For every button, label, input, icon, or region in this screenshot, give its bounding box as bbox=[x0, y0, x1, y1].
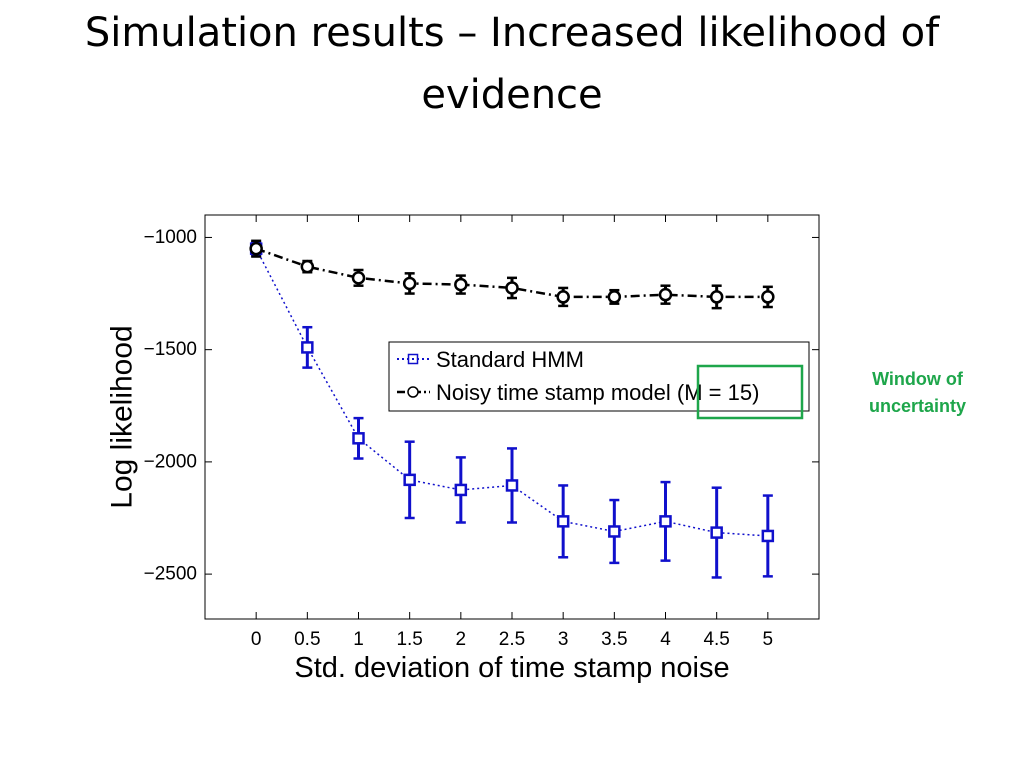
data-point-noisy-model bbox=[505, 276, 519, 300]
y-axis-label: Log likelihood bbox=[106, 325, 139, 508]
square-marker bbox=[710, 526, 723, 539]
circle-marker bbox=[607, 290, 622, 304]
highlight-box bbox=[696, 364, 804, 420]
data-point-noisy-model bbox=[607, 288, 622, 305]
data-point-standard-hmm bbox=[403, 440, 416, 520]
data-point-standard-hmm bbox=[608, 498, 621, 565]
y-tick-label: −2000 bbox=[144, 451, 197, 472]
data-point-standard-hmm bbox=[761, 494, 775, 578]
data-point-noisy-model bbox=[454, 274, 468, 295]
callout-line-2: uncertainty bbox=[868, 396, 967, 416]
y-tick-label: −1500 bbox=[144, 339, 197, 360]
circle-marker bbox=[351, 271, 366, 285]
legend-label-standard-hmm: Standard HMM bbox=[436, 347, 584, 372]
window-of-uncertainty-callout: Window of uncertainty bbox=[845, 366, 990, 420]
square-marker bbox=[761, 529, 775, 543]
data-point-noisy-model bbox=[300, 259, 315, 274]
square-marker bbox=[556, 515, 570, 528]
circle-marker bbox=[658, 287, 673, 302]
circle-marker bbox=[402, 276, 417, 291]
legend-series-name: Noisy time stamp model bbox=[436, 380, 671, 405]
data-point-noisy-model bbox=[249, 239, 263, 258]
square-marker bbox=[301, 341, 314, 354]
x-tick-label: 3.5 bbox=[601, 629, 627, 650]
x-tick-label: 1 bbox=[353, 629, 364, 650]
data-point-noisy-model bbox=[658, 284, 673, 305]
data-point-standard-hmm bbox=[454, 456, 468, 524]
data-point-noisy-model bbox=[556, 286, 570, 308]
circle-marker bbox=[300, 259, 315, 274]
x-tick-label: 4.5 bbox=[703, 629, 729, 650]
x-tick-label: 2.5 bbox=[499, 629, 525, 650]
data-point-standard-hmm bbox=[556, 484, 570, 559]
data-point-standard-hmm bbox=[352, 416, 365, 460]
slide-title-line-2: evidence bbox=[421, 72, 603, 118]
x-tick-label: 1.5 bbox=[396, 629, 422, 650]
circle-marker bbox=[556, 290, 570, 304]
x-tick-label: 4 bbox=[660, 629, 671, 650]
data-point-noisy-model bbox=[709, 284, 724, 310]
axes-layer: −1000 −1500 −2000 −2500 0 0.5 1 1.5 2 2.5 3 3.5 4 4.5… bbox=[144, 215, 819, 650]
x-axis-label: Std. deviation of time stamp noise bbox=[294, 652, 729, 684]
square-marker bbox=[659, 515, 672, 528]
series-line-standard-hmm bbox=[255, 248, 768, 537]
slide-title: Simulation results – Increased likelihoo… bbox=[0, 2, 1024, 126]
square-marker bbox=[608, 525, 621, 538]
slide-title-line-1: Simulation results – Increased likelihoo… bbox=[84, 10, 940, 56]
x-tick-label: 3 bbox=[558, 629, 569, 650]
series-layer bbox=[249, 239, 775, 579]
legend-box bbox=[388, 341, 810, 412]
data-point-noisy-model bbox=[402, 272, 417, 295]
legend-marker-standard-hmm bbox=[407, 353, 419, 365]
square-marker bbox=[505, 479, 519, 492]
x-tick-label: 2 bbox=[456, 629, 467, 650]
circle-marker bbox=[505, 281, 519, 295]
legend-label-noisy-model: Noisy time stamp model (M = 15) bbox=[436, 380, 759, 405]
circle-marker bbox=[709, 290, 724, 304]
x-tick-label: 5 bbox=[763, 629, 774, 650]
circle-marker bbox=[454, 277, 468, 292]
square-marker bbox=[454, 483, 468, 497]
x-tick-label: 0 bbox=[251, 629, 262, 650]
data-point-standard-hmm bbox=[301, 325, 314, 369]
circle-marker bbox=[761, 290, 775, 304]
data-point-standard-hmm bbox=[710, 486, 723, 579]
square-marker bbox=[403, 473, 416, 487]
callout-line-1: Window of bbox=[872, 369, 963, 389]
data-point-standard-hmm bbox=[659, 480, 672, 562]
data-point-noisy-model bbox=[351, 268, 366, 287]
square-marker bbox=[352, 432, 365, 445]
legend-window-size: (M = 15) bbox=[677, 380, 760, 405]
data-point-standard-hmm bbox=[505, 447, 519, 524]
y-tick-label: −2500 bbox=[144, 564, 197, 585]
y-tick-label: −1000 bbox=[144, 227, 197, 248]
x-tick-label: 0.5 bbox=[294, 629, 320, 650]
data-point-noisy-model bbox=[761, 285, 775, 309]
legend: Standard HMM Noisy time stamp model (M =… bbox=[388, 341, 810, 412]
legend-marker-noisy-model bbox=[407, 386, 419, 398]
circle-marker bbox=[249, 241, 263, 256]
